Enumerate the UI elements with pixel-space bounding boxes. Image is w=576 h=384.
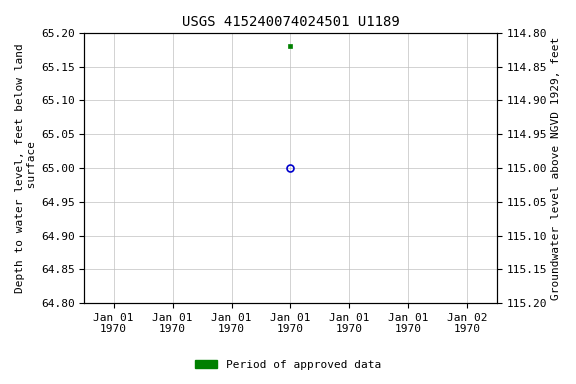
Title: USGS 415240074024501 U1189: USGS 415240074024501 U1189 (181, 15, 399, 29)
Y-axis label: Groundwater level above NGVD 1929, feet: Groundwater level above NGVD 1929, feet (551, 36, 561, 300)
Y-axis label: Depth to water level, feet below land
 surface: Depth to water level, feet below land su… (15, 43, 37, 293)
Legend: Period of approved data: Period of approved data (191, 356, 385, 375)
